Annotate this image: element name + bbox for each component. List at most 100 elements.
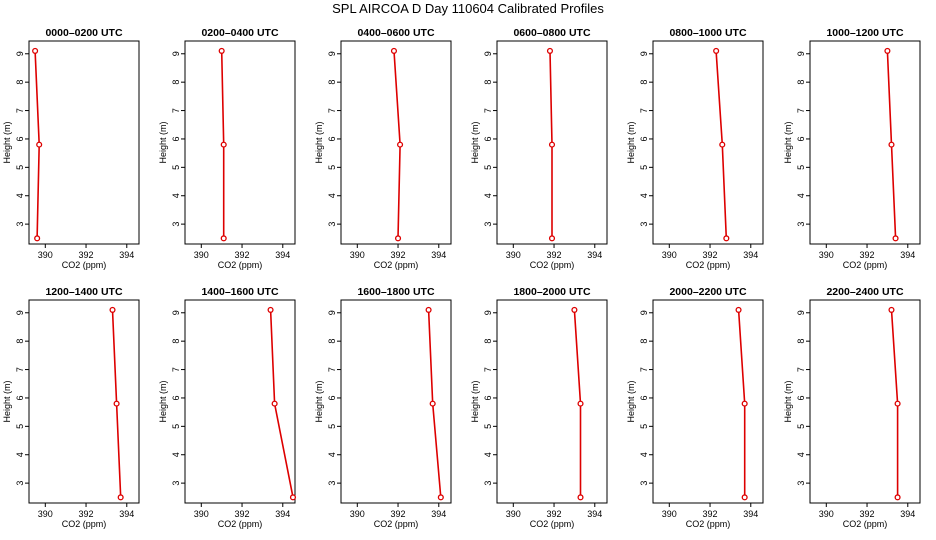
panel-title: 0200–0400 UTC: [201, 27, 278, 39]
data-point: [546, 47, 554, 54]
data-point: [888, 141, 895, 148]
x-tick-label: 390: [38, 509, 53, 519]
y-tick-label: 6: [796, 136, 806, 141]
y-tick-label: 3: [15, 481, 25, 486]
x-tick-label: 392: [235, 250, 250, 260]
y-tick-label: 5: [327, 165, 337, 170]
y-tick-label: 6: [483, 136, 493, 141]
data-point: [425, 306, 432, 313]
panel-title: 1200–1400 UTC: [45, 286, 122, 298]
x-tick-label: 394: [275, 250, 290, 260]
y-tick-label: 3: [327, 222, 337, 227]
y-tick-label: 5: [15, 165, 25, 170]
y-tick-label: 5: [171, 424, 181, 429]
y-tick-label: 7: [639, 367, 649, 372]
data-point: [884, 47, 891, 54]
y-axis-label: Height (m): [783, 380, 793, 422]
y-tick-label: 4: [327, 193, 337, 198]
plot-frame: [496, 40, 608, 245]
x-axis-label: CO2 (ppm): [843, 260, 888, 270]
y-tick-label: 8: [639, 80, 649, 85]
y-tick-label: 4: [796, 193, 806, 198]
y-tick-label: 6: [639, 395, 649, 400]
y-tick-label: 8: [483, 339, 493, 344]
data-point: [34, 235, 41, 242]
y-tick-label: 9: [483, 51, 493, 56]
y-tick-label: 9: [327, 310, 337, 315]
data-point: [548, 141, 556, 148]
data-point: [267, 306, 274, 313]
x-axis-label: CO2 (ppm): [218, 519, 263, 529]
y-tick-label: 3: [15, 222, 25, 227]
y-tick-label: 4: [796, 452, 806, 457]
data-point: [218, 47, 225, 54]
y-tick-label: 9: [171, 310, 181, 315]
y-tick-label: 4: [327, 452, 337, 457]
x-tick-label: 394: [587, 250, 602, 260]
y-tick-label: 9: [639, 51, 649, 56]
plot-frame: [652, 299, 764, 504]
y-tick-label: 7: [796, 367, 806, 372]
x-axis-label: CO2 (ppm): [530, 260, 575, 270]
x-tick-label: 394: [431, 509, 446, 519]
data-point: [719, 141, 726, 148]
plot-frame: [28, 299, 140, 504]
data-point: [36, 141, 43, 148]
data-point: [571, 306, 578, 313]
y-axis-label: Height (m): [158, 380, 168, 422]
plot-frame: [809, 40, 921, 245]
y-tick-label: 5: [15, 424, 25, 429]
y-axis-label: Height (m): [314, 380, 324, 422]
panel-title: 1000–1200 UTC: [826, 27, 903, 39]
x-tick-label: 390: [819, 509, 834, 519]
y-tick-label: 4: [483, 193, 493, 198]
y-tick-label: 9: [796, 51, 806, 56]
plot-frame: [809, 299, 921, 504]
data-point: [397, 141, 404, 148]
y-tick-label: 6: [639, 136, 649, 141]
y-tick-label: 7: [171, 108, 181, 113]
y-tick-label: 3: [639, 222, 649, 227]
y-tick-label: 3: [483, 222, 493, 227]
x-axis-label: CO2 (ppm): [62, 519, 107, 529]
x-tick-label: 394: [900, 509, 915, 519]
data-point: [117, 494, 124, 501]
y-tick-label: 3: [171, 222, 181, 227]
x-tick-label: 392: [547, 509, 562, 519]
plot-frame: [340, 299, 452, 504]
data-point: [220, 141, 227, 148]
y-tick-label: 9: [483, 310, 493, 315]
panel-title: 1400–1600 UTC: [201, 286, 278, 298]
x-axis-label: CO2 (ppm): [843, 519, 888, 529]
y-tick-label: 8: [796, 339, 806, 344]
data-point: [220, 235, 227, 242]
plot-frame: [184, 299, 296, 504]
plot-frame: [28, 40, 140, 245]
x-tick-label: 394: [743, 509, 758, 519]
x-tick-label: 394: [119, 250, 134, 260]
y-tick-label: 8: [796, 80, 806, 85]
panel-1: 0200–0400 UTC 390 392 394 3 4 5 6 7 8 9 CO2 (ppm) He…: [158, 27, 296, 270]
y-tick-label: 7: [327, 108, 337, 113]
y-tick-label: 5: [483, 424, 493, 429]
page-title: SPL AIRCOA D Day 110604 Calibrated Profi…: [332, 1, 604, 16]
data-point: [741, 494, 748, 501]
x-tick-label: 390: [194, 250, 209, 260]
panel-title: 0000–0200 UTC: [45, 27, 122, 39]
panel-8: 1600–1800 UTC 390 392 394 3 4 5 6 7 8 9 CO2 (ppm) He…: [314, 286, 452, 529]
panel-6: 1200–1400 UTC 390 392 394 3 4 5 6 7 8 9 CO2 (ppm) He…: [2, 286, 140, 529]
y-tick-label: 7: [639, 108, 649, 113]
y-tick-label: 7: [483, 108, 493, 113]
x-tick-label: 392: [391, 250, 406, 260]
data-point: [892, 235, 899, 242]
y-tick-label: 7: [796, 108, 806, 113]
data-point: [113, 400, 120, 407]
panel-4: 0800–1000 UTC 390 392 394 3 4 5 6 7 8 9 CO2 (ppm) He…: [626, 27, 764, 270]
panel-title: 0600–0800 UTC: [513, 27, 590, 39]
y-tick-label: 4: [171, 193, 181, 198]
plot-frame: [652, 40, 764, 245]
y-tick-label: 8: [639, 339, 649, 344]
x-tick-label: 390: [662, 250, 677, 260]
y-tick-label: 4: [15, 193, 25, 198]
panel-9: 1800–2000 UTC 390 392 394 3 4 5 6 7 8 9 CO2 (ppm) He…: [470, 286, 608, 529]
